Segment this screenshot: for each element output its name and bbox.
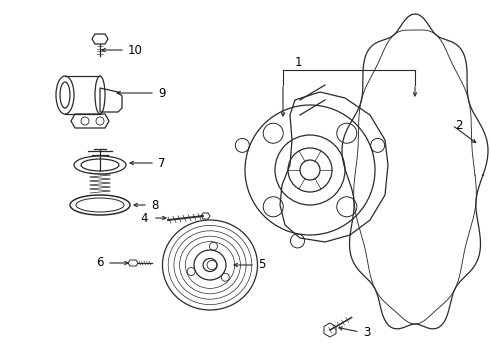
Text: 3: 3 <box>363 325 370 338</box>
Text: 8: 8 <box>151 198 158 212</box>
Text: 4: 4 <box>141 212 148 225</box>
Text: 6: 6 <box>97 256 104 270</box>
Text: 10: 10 <box>128 44 143 57</box>
Text: 2: 2 <box>455 118 463 131</box>
Text: 5: 5 <box>258 258 266 271</box>
Text: 1: 1 <box>294 55 302 68</box>
Text: 9: 9 <box>158 86 166 99</box>
Text: 7: 7 <box>158 157 166 170</box>
